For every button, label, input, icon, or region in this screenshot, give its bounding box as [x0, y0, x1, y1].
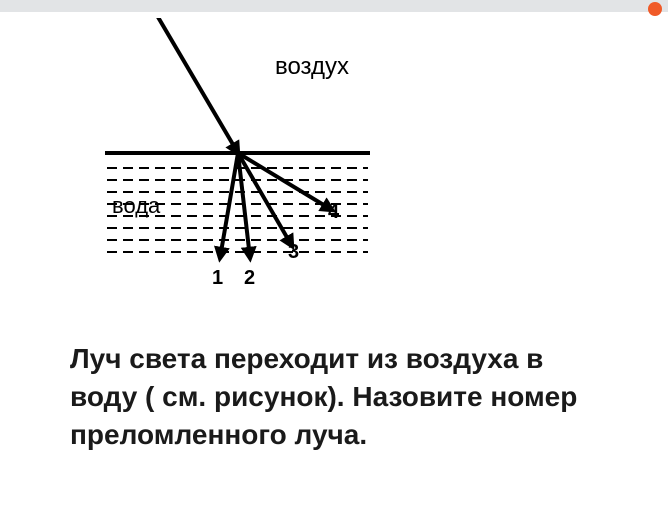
- svg-text:1: 1: [212, 267, 223, 289]
- top-dot-icon: [648, 2, 662, 16]
- svg-text:3: 3: [288, 241, 299, 263]
- question-text: Луч света переходит из воздуха в воду ( …: [70, 340, 600, 453]
- svg-text:вода: вода: [112, 193, 161, 218]
- svg-text:4: 4: [328, 201, 340, 223]
- refraction-diagram: 12 3 4 воздух вода: [70, 18, 490, 318]
- page: 12 3 4 воздух вода Луч света переходит из во…: [0, 0, 668, 508]
- svg-text:2: 2: [244, 267, 255, 289]
- top-bar: [0, 0, 668, 12]
- svg-text:воздух: воздух: [275, 53, 349, 80]
- diagram-svg: 12 3 4 воздух вода: [70, 18, 490, 318]
